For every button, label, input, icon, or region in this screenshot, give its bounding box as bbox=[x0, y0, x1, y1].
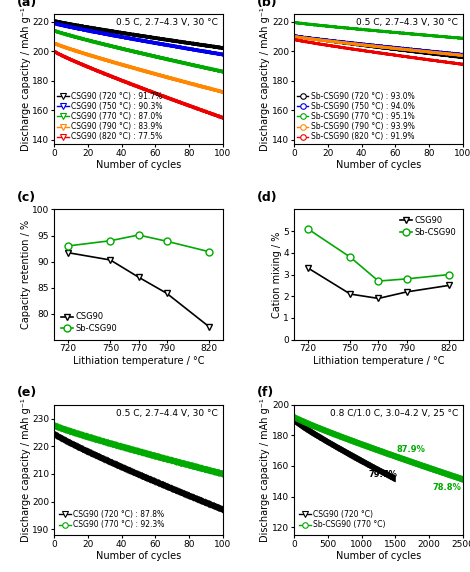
Text: (a): (a) bbox=[17, 0, 37, 9]
Legend: CSG90 (720 °C) : 91.7%, CSG90 (750 °C) : 90.3%, CSG90 (770 °C) : 87.0%, CSG90 (7: CSG90 (720 °C) : 91.7%, CSG90 (750 °C) :… bbox=[56, 91, 163, 142]
X-axis label: Lithiation temperature / °C: Lithiation temperature / °C bbox=[313, 356, 444, 366]
Text: 0.5 C, 2.7–4.3 V, 30 °C: 0.5 C, 2.7–4.3 V, 30 °C bbox=[356, 18, 458, 27]
Legend: CSG90 (720 °C), Sb-CSG90 (770 °C): CSG90 (720 °C), Sb-CSG90 (770 °C) bbox=[298, 509, 387, 531]
X-axis label: Number of cycles: Number of cycles bbox=[336, 160, 421, 170]
Legend: CSG90, Sb-CSG90: CSG90, Sb-CSG90 bbox=[397, 214, 459, 239]
Text: 0.5 C, 2.7–4.3 V, 30 °C: 0.5 C, 2.7–4.3 V, 30 °C bbox=[116, 18, 218, 27]
Legend: CSG90 (720 °C) : 87.8%, CSG90 (770 °C) : 92.3%: CSG90 (720 °C) : 87.8%, CSG90 (770 °C) :… bbox=[58, 509, 166, 531]
Text: 0.8 C/1.0 C, 3.0–4.2 V, 25 °C: 0.8 C/1.0 C, 3.0–4.2 V, 25 °C bbox=[329, 408, 458, 418]
Y-axis label: Discharge capacity / mAh g⁻¹: Discharge capacity / mAh g⁻¹ bbox=[260, 398, 270, 542]
Y-axis label: Cation mixing / %: Cation mixing / % bbox=[272, 231, 282, 318]
Y-axis label: Discharge capacity / mAh g⁻¹: Discharge capacity / mAh g⁻¹ bbox=[260, 7, 270, 151]
Y-axis label: Discharge capacity / mAh g⁻¹: Discharge capacity / mAh g⁻¹ bbox=[21, 398, 31, 542]
X-axis label: Number of cycles: Number of cycles bbox=[96, 160, 181, 170]
Text: (d): (d) bbox=[257, 191, 277, 204]
Text: 79.7%: 79.7% bbox=[368, 470, 397, 479]
Legend: CSG90, Sb-CSG90: CSG90, Sb-CSG90 bbox=[58, 310, 120, 335]
Legend: Sb-CSG90 (720 °C) : 93.0%, Sb-CSG90 (750 °C) : 94.0%, Sb-CSG90 (770 °C) : 95.1%,: Sb-CSG90 (720 °C) : 93.0%, Sb-CSG90 (750… bbox=[296, 91, 415, 142]
Text: (f): (f) bbox=[257, 387, 274, 399]
Text: (b): (b) bbox=[257, 0, 277, 9]
X-axis label: Number of cycles: Number of cycles bbox=[336, 551, 421, 561]
Text: (c): (c) bbox=[17, 191, 36, 204]
Y-axis label: Capacity retention / %: Capacity retention / % bbox=[21, 220, 31, 329]
Y-axis label: Discharge capacity / mAh g⁻¹: Discharge capacity / mAh g⁻¹ bbox=[21, 7, 31, 151]
X-axis label: Number of cycles: Number of cycles bbox=[96, 551, 181, 561]
Text: 0.5 C, 2.7–4.4 V, 30 °C: 0.5 C, 2.7–4.4 V, 30 °C bbox=[116, 408, 218, 418]
Text: 78.8%: 78.8% bbox=[432, 483, 462, 492]
X-axis label: Lithiation temperature / °C: Lithiation temperature / °C bbox=[73, 356, 204, 366]
Text: (e): (e) bbox=[17, 387, 37, 399]
Text: 87.9%: 87.9% bbox=[397, 445, 426, 454]
